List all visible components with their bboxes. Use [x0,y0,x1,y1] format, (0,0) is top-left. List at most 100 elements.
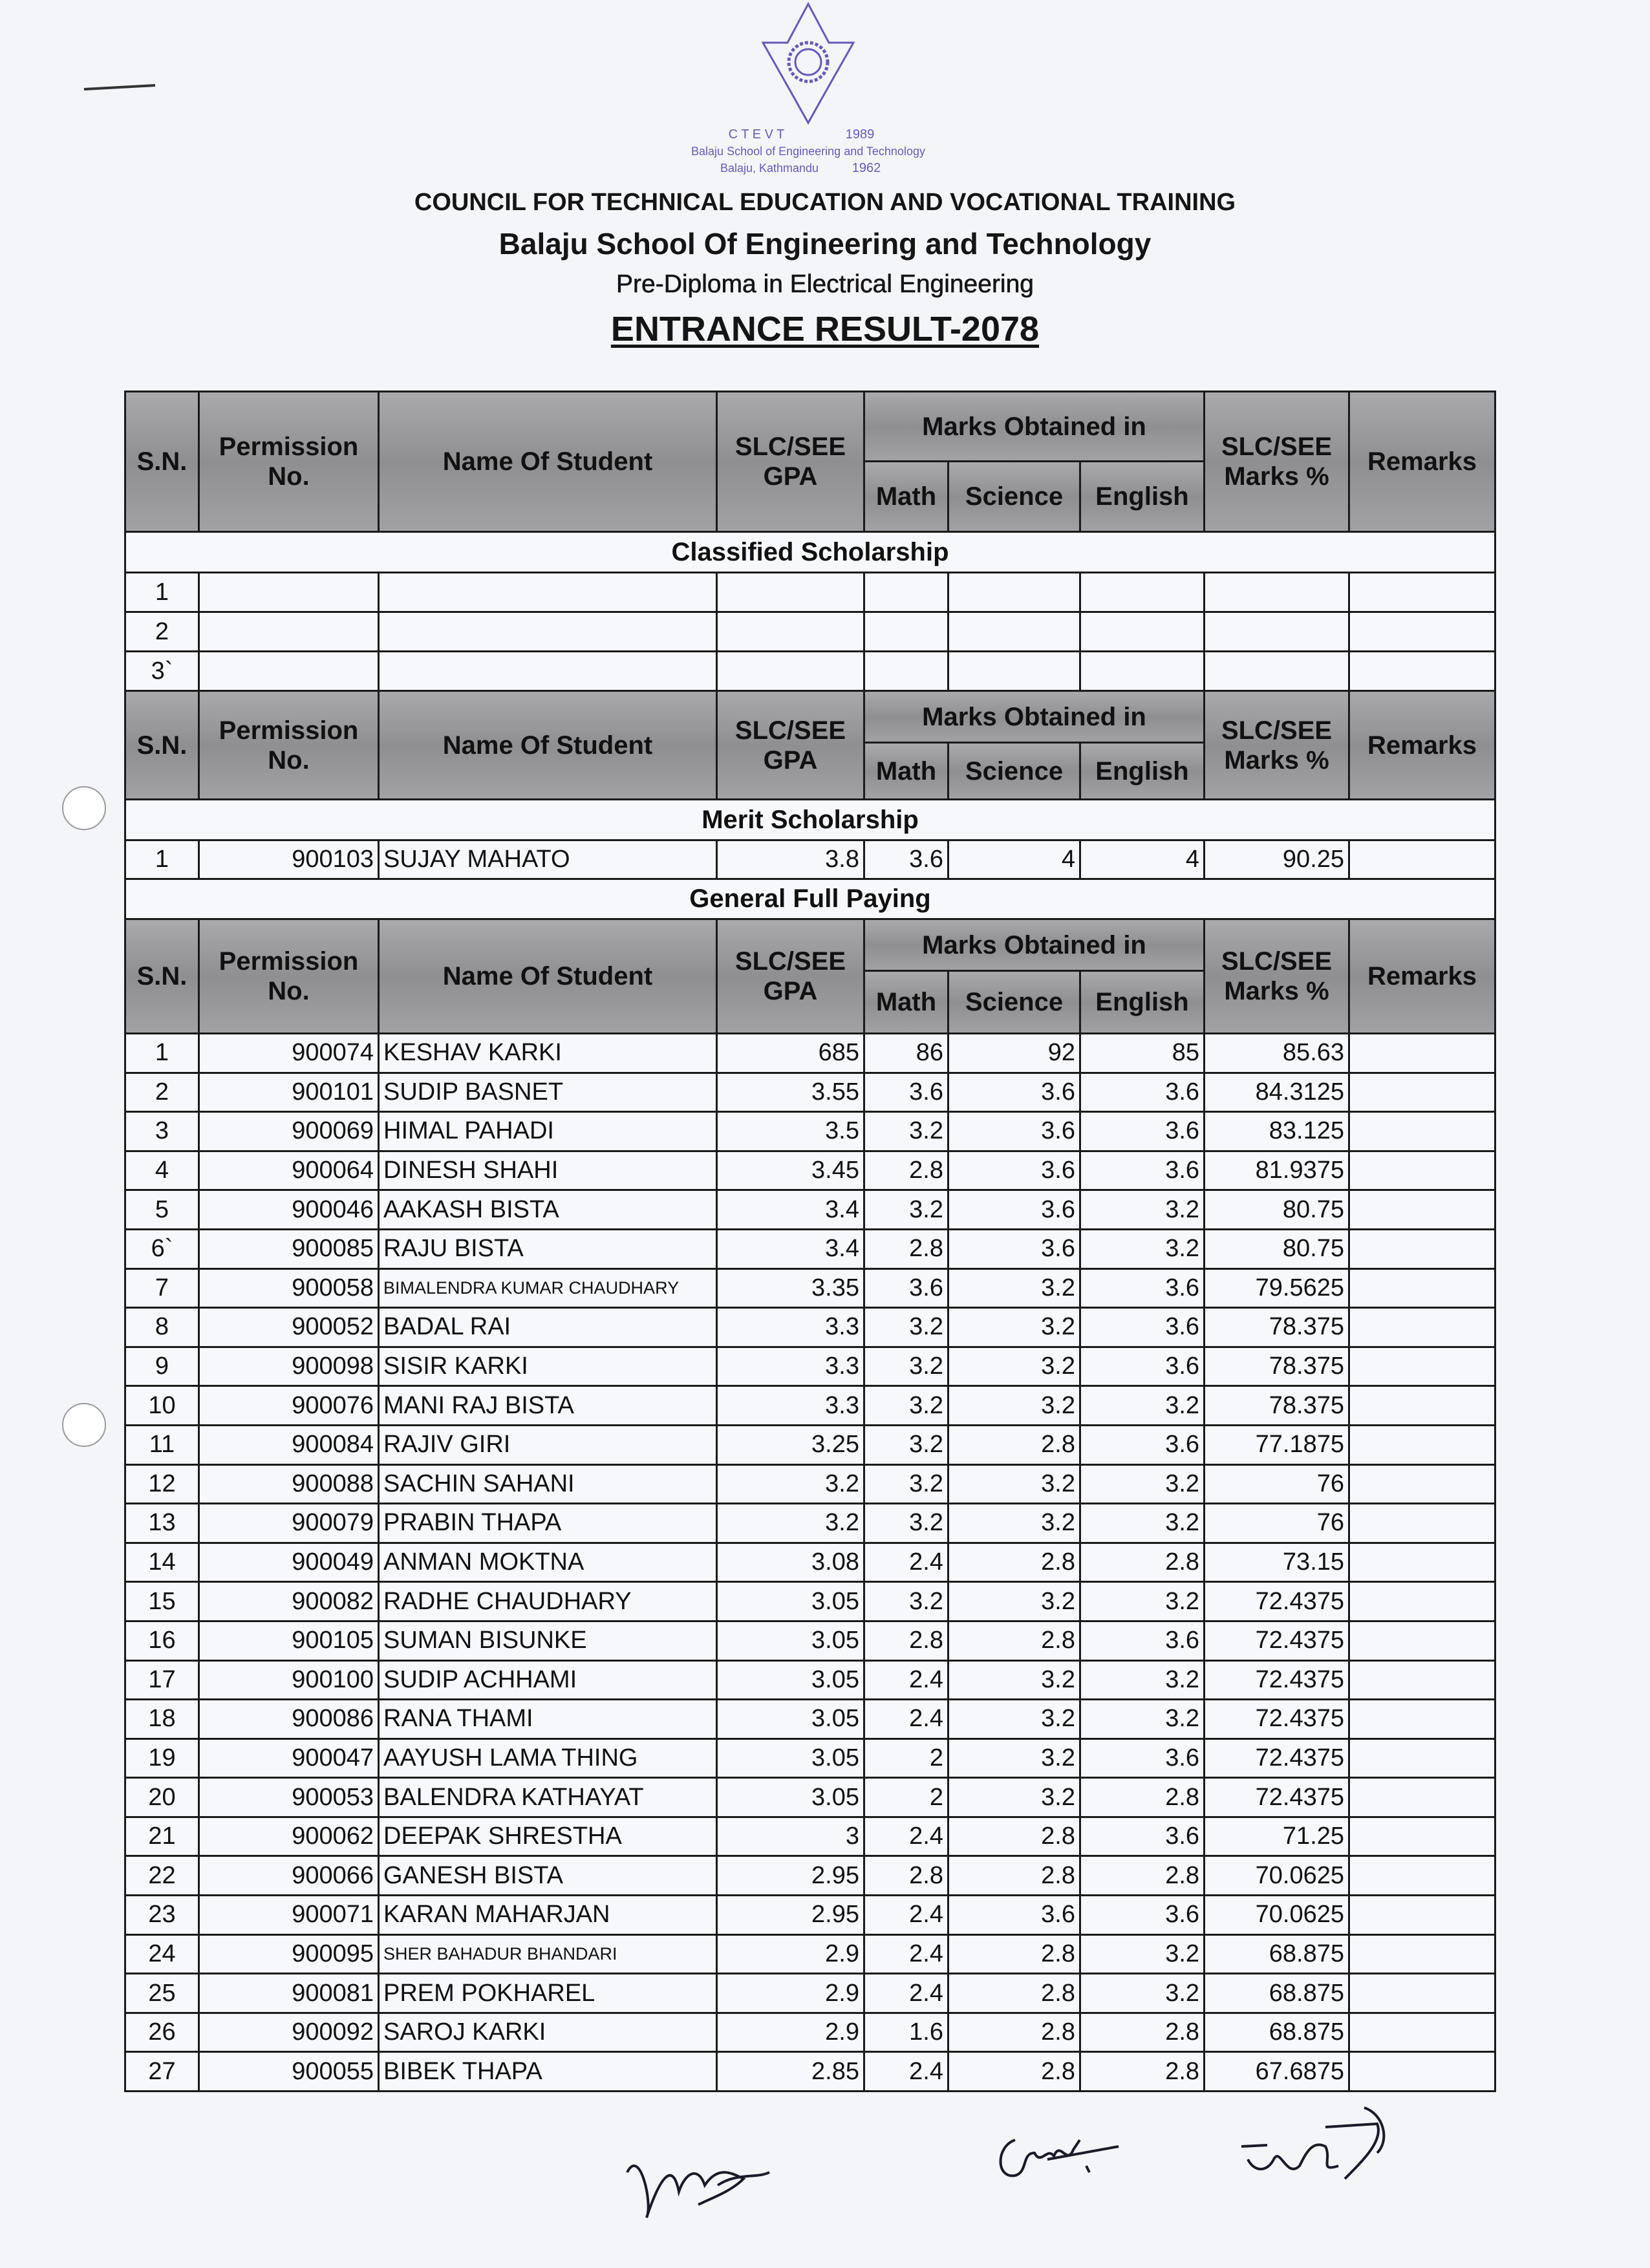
gpa-cell: 3.35 [716,1267,865,1309]
science-cell: 3.2 [947,1463,1081,1505]
remarks-cell [1348,1189,1497,1230]
percent-cell: 80.75 [1203,1228,1351,1270]
percent-cell: 81.9375 [1203,1150,1351,1192]
remarks-cell [1348,572,1497,613]
col-header-percent: SLC/SEE Marks % [1203,690,1351,800]
gpa-cell: 3.2 [716,1503,865,1544]
percent-cell: 72.4375 [1203,1581,1351,1622]
english-cell: 3.6 [1078,1345,1206,1387]
permission-no-cell: 900088 [198,1463,380,1505]
student-name-cell: GANESH BISTA [378,1855,718,1897]
table-row: 16 900105 SUMAN BISUNKE 3.05 2.8 2.8 3.6 72.437… [124,1620,1497,1662]
sn-cell: 3` [124,650,200,692]
english-cell [1078,650,1206,692]
english-cell: 3.2 [1078,1659,1206,1701]
school-name: Balaju School Of Engineering and Technol… [498,227,1152,261]
gpa-cell: 3.25 [716,1424,865,1466]
table-row: 4 900064 DINESH SHAHI 3.45 2.8 3.6 3.6 81.9375 [124,1150,1497,1192]
permission-no-cell: 900052 [198,1307,380,1348]
math-cell: 3.2 [863,1463,949,1505]
english-cell: 3.2 [1078,1933,1206,1975]
col-header-science: Science [947,970,1081,1034]
sn-cell: 12 [124,1463,200,1505]
math-cell: 2.4 [863,1541,949,1583]
english-cell: 4 [1078,839,1206,880]
permission-no-cell [198,572,380,613]
student-name-cell: RADHE CHAUDHARY [378,1581,718,1622]
sn-cell: 20 [124,1777,200,1818]
permission-no-cell: 900105 [198,1620,380,1662]
sn-cell: 1 [124,839,200,880]
table-row: 13 900079 PRABIN THAPA 3.2 3.2 3.2 3.2 76 [124,1503,1497,1544]
gpa-cell: 3.8 [716,839,865,880]
table-row: 11 900084 RAJIV GIRI 3.25 3.2 2.8 3.6 77.1875 [124,1424,1497,1466]
gpa-cell: 3.45 [716,1150,865,1192]
gpa-cell: 3.05 [716,1737,865,1779]
percent-cell: 68.875 [1203,1973,1351,2014]
remarks-cell [1348,1267,1497,1309]
permission-no-cell: 900082 [198,1581,380,1622]
permission-no-cell: 900047 [198,1737,380,1779]
gpa-cell: 3.08 [716,1541,865,1583]
table-row: 3` [124,650,1497,692]
signature-1 [626,2165,770,2218]
remarks-cell [1348,1855,1497,1897]
remarks-cell [1348,1345,1497,1387]
math-cell: 3.2 [863,1307,949,1348]
col-header-math: Math [863,970,949,1034]
stamp-ring-text: Balaju School of Engineering and Technol… [691,145,925,158]
stamp-place: Balaju, Kathmandu [720,162,819,175]
stamp-org: C T E V T [729,127,785,142]
scan-mark [83,84,156,91]
science-cell: 3.2 [947,1503,1081,1544]
science-cell: 3.2 [947,1698,1081,1740]
gpa-cell: 3.05 [716,1777,865,1818]
section-title: General Full Paying [123,878,1497,920]
table-row: 8 900052 BADAL RAI 3.3 3.2 3.2 3.6 78.375 [124,1307,1497,1348]
remarks-cell [1348,1698,1497,1740]
math-cell: 3.2 [863,1424,949,1466]
table-row: 6` 900085 RAJU BISTA 3.4 2.8 3.6 3.2 80.75 [124,1228,1497,1270]
student-name-cell: RAJIV GIRI [378,1424,718,1466]
math-cell: 2.4 [863,1815,949,1857]
percent-cell: 71.25 [1203,1815,1351,1857]
english-cell: 3.2 [1078,1973,1206,2014]
sn-cell: 22 [124,1855,200,1897]
col-header-marks-group: Marks Obtained in [862,690,1206,744]
remarks-cell [1348,1307,1497,1348]
math-cell: 3.2 [863,1189,949,1230]
student-name-cell: RAJU BISTA [378,1228,718,1270]
sn-cell: 21 [124,1815,200,1857]
percent-cell: 68.875 [1203,2011,1351,2053]
student-name-cell: SUDIP BASNET [378,1071,718,1113]
science-cell: 3.6 [947,1228,1081,1270]
science-cell: 3.2 [947,1345,1081,1387]
col-header-permission: Permission No. [198,390,380,533]
sn-cell: 6` [124,1228,200,1270]
english-cell: 3.2 [1078,1463,1206,1505]
permission-no-cell: 900081 [198,1973,380,2014]
percent-cell: 72.4375 [1203,1737,1351,1779]
sn-cell: 25 [124,1973,200,2014]
col-header-sn: S.N. [124,690,200,800]
science-cell: 3.2 [947,1307,1081,1348]
percent-cell [1203,611,1351,652]
table-row: 5 900046 AAKASH BISTA 3.4 3.2 3.6 3.2 80.75 [124,1189,1497,1230]
gpa-cell: 3.5 [716,1111,865,1152]
table-row: 15 900082 RADHE CHAUDHARY 3.05 3.2 3.2 3.2 72.4… [124,1581,1497,1622]
english-cell: 85 [1078,1032,1206,1074]
table-row: 12 900088 SACHIN SAHANI 3.2 3.2 3.2 3.2 76 [124,1463,1497,1505]
col-header-math: Math [863,742,949,800]
science-cell: 2.8 [947,1424,1081,1466]
col-header-remarks: Remarks [1348,918,1497,1034]
english-cell: 3.6 [1078,1424,1206,1466]
permission-no-cell: 900062 [198,1815,380,1857]
table-row: 26 900092 SAROJ KARKI 2.9 1.6 2.8 2.8 68.875 [124,2011,1497,2053]
science-cell: 3.2 [947,1581,1081,1622]
science-cell: 2.8 [947,1541,1081,1583]
math-cell: 3.2 [863,1503,949,1544]
science-cell: 4 [947,839,1081,880]
permission-no-cell: 900074 [198,1032,380,1074]
col-header-remarks: Remarks [1348,390,1497,533]
section-title-row: Classified Scholarship [123,531,1497,573]
